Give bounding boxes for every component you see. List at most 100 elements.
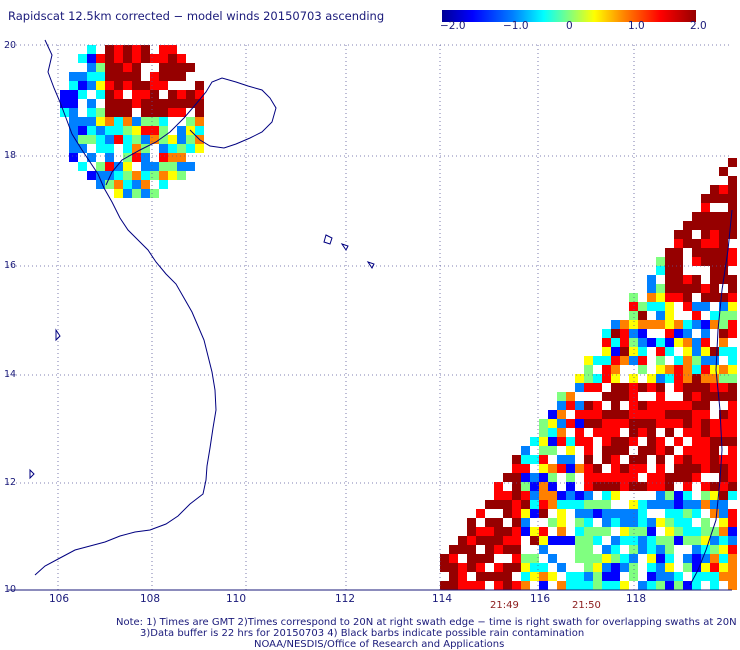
wind-cell: [620, 419, 629, 428]
wind-cell: [96, 108, 105, 117]
wind-cell: [105, 126, 114, 135]
wind-cell: [728, 392, 737, 401]
wind-cell: [665, 365, 674, 374]
wind-cell: [602, 338, 611, 347]
wind-cell: [647, 572, 656, 581]
wind-cell: [476, 563, 485, 572]
wind-cell: [665, 257, 674, 266]
wind-cell: [503, 545, 512, 554]
wind-cell: [539, 455, 548, 464]
wind-cell: [530, 473, 539, 482]
wind-cell: [602, 482, 611, 491]
swath-time-label: 21:49: [490, 600, 519, 611]
colorbar-tick: 1.0: [628, 20, 645, 32]
wind-cell: [123, 117, 132, 126]
wind-cell: [710, 257, 719, 266]
wind-cell: [168, 99, 177, 108]
wind-cell: [674, 275, 683, 284]
wind-cell: [692, 527, 701, 536]
colorbar-tick: −2.0: [440, 20, 466, 32]
wind-cell: [728, 302, 737, 311]
coastline-island: [366, 261, 375, 269]
wind-cell: [719, 500, 728, 509]
note-line-2: 3)Data buffer is 22 hrs for 20150703 4) …: [140, 628, 585, 639]
wind-cell: [557, 401, 566, 410]
wind-cell: [701, 554, 710, 563]
wind-cell: [539, 545, 548, 554]
wind-cell: [78, 144, 87, 153]
wind-cell: [656, 374, 665, 383]
wind-cell: [692, 383, 701, 392]
wind-cell: [728, 374, 737, 383]
wind-cell: [692, 338, 701, 347]
wind-cell: [132, 171, 141, 180]
wind-cell: [548, 446, 557, 455]
wind-cell: [476, 509, 485, 518]
wind-cell: [96, 180, 105, 189]
wind-cell: [530, 572, 539, 581]
wind-cell: [656, 392, 665, 401]
wind-cell: [575, 536, 584, 545]
wind-cell: [656, 446, 665, 455]
wind-cell: [728, 347, 737, 356]
wind-cell: [105, 81, 114, 90]
wind-cell: [177, 153, 186, 162]
wind-cell: [449, 545, 458, 554]
wind-cell: [701, 302, 710, 311]
wind-cell: [638, 365, 647, 374]
wind-cell: [665, 320, 674, 329]
wind-cell: [584, 563, 593, 572]
wind-cell: [105, 108, 114, 117]
wind-cell: [593, 572, 602, 581]
wind-cell: [683, 410, 692, 419]
wind-cell: [701, 419, 710, 428]
wind-cell: [611, 392, 620, 401]
coastline-east: [689, 209, 733, 586]
wind-cell: [656, 365, 665, 374]
wind-cell: [728, 356, 737, 365]
wind-cell: [692, 392, 701, 401]
wind-cell: [611, 554, 620, 563]
wind-cell: [114, 171, 123, 180]
wind-cell: [692, 275, 701, 284]
wind-cell: [602, 554, 611, 563]
wind-cell: [78, 126, 87, 135]
wind-cell: [557, 419, 566, 428]
wind-cell: [692, 248, 701, 257]
wind-cell: [728, 185, 737, 194]
wind-cell: [602, 545, 611, 554]
wind-cell: [701, 284, 710, 293]
wind-cell: [557, 455, 566, 464]
wind-cell: [105, 63, 114, 72]
wind-cell: [602, 365, 611, 374]
wind-cell: [728, 221, 737, 230]
wind-cell: [123, 162, 132, 171]
wind-cell: [674, 374, 683, 383]
wind-cell: [656, 581, 665, 590]
wind-cell: [710, 275, 719, 284]
wind-cell: [683, 446, 692, 455]
wind-cell: [96, 126, 105, 135]
wind-cell: [593, 356, 602, 365]
wind-cell: [611, 401, 620, 410]
wind-cell: [467, 554, 476, 563]
wind-cell: [440, 554, 449, 563]
wind-cell: [701, 239, 710, 248]
wind-cell: [150, 135, 159, 144]
wind-cell: [638, 428, 647, 437]
wind-cell: [168, 72, 177, 81]
wind-cell: [96, 63, 105, 72]
wind-cell: [710, 266, 719, 275]
wind-cell: [647, 473, 656, 482]
wind-cell: [69, 108, 78, 117]
wind-cell: [87, 153, 96, 162]
wind-cell: [566, 401, 575, 410]
wind-cell: [638, 347, 647, 356]
wind-cell: [701, 230, 710, 239]
wind-cell: [593, 410, 602, 419]
wind-cell: [530, 563, 539, 572]
wind-cell: [674, 383, 683, 392]
wind-cell: [719, 527, 728, 536]
wind-cell: [87, 63, 96, 72]
wind-cell: [485, 536, 494, 545]
